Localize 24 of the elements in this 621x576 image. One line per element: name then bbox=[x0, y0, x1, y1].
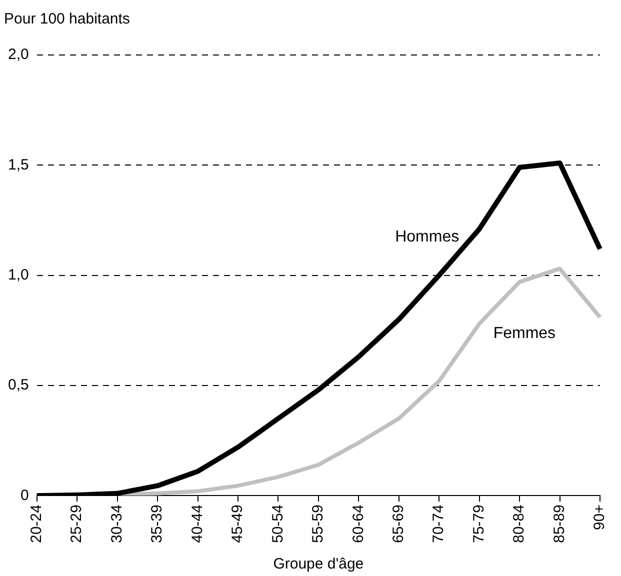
x-tick-label: 55-59 bbox=[310, 504, 327, 544]
x-tick-label: 75-79 bbox=[470, 504, 488, 544]
x-tick-label: 20-24 bbox=[28, 504, 45, 544]
y-tick-label: 1,5 bbox=[8, 156, 29, 174]
x-axis-title: Groupe d'âge bbox=[273, 556, 364, 573]
x-tick-label: 45-49 bbox=[229, 504, 246, 544]
x-tick-label: 25-29 bbox=[68, 504, 86, 544]
x-tick-label: 50-54 bbox=[269, 504, 286, 544]
x-tick-label: 65-69 bbox=[390, 504, 408, 544]
x-tick-label: 30-34 bbox=[108, 504, 126, 544]
y-tick-label: 0 bbox=[20, 486, 29, 504]
x-tick-label: 80-84 bbox=[510, 504, 528, 544]
y-tick-label: 0,5 bbox=[8, 376, 29, 394]
x-tick-label: 40-44 bbox=[188, 504, 206, 544]
x-tick-label: 85-89 bbox=[550, 504, 568, 544]
x-tick-label: 60-64 bbox=[350, 504, 367, 544]
series-label: Femmes bbox=[493, 325, 556, 342]
x-tick-label: 35-39 bbox=[148, 504, 166, 544]
series-label: Hommes bbox=[395, 228, 460, 246]
y-axis-title: Pour 100 habitants bbox=[4, 10, 130, 28]
y-tick-label: 1,0 bbox=[8, 266, 29, 284]
y-tick-label: 2,0 bbox=[8, 46, 29, 64]
x-tick-label: 90+ bbox=[591, 504, 608, 530]
x-tick-label: 70-74 bbox=[430, 504, 448, 544]
